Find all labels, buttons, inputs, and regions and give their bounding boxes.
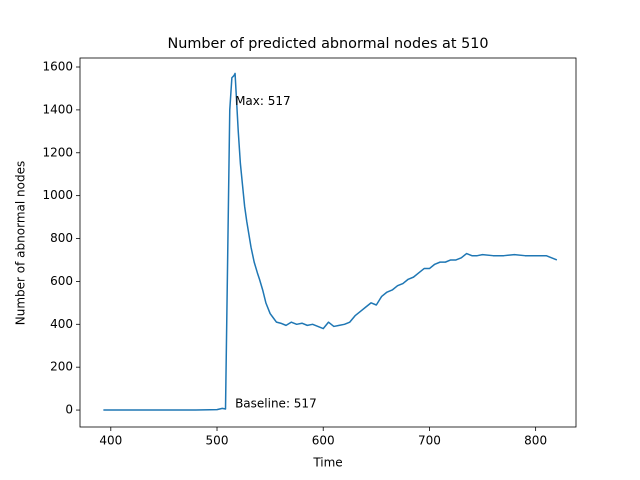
chart-title: Number of predicted abnormal nodes at 51… bbox=[167, 36, 488, 52]
x-axis-label: Time bbox=[312, 456, 342, 470]
y-tick-label: 1400 bbox=[42, 102, 73, 116]
x-tick-label: 500 bbox=[206, 434, 229, 448]
y-tick-label: 1000 bbox=[42, 188, 73, 202]
y-tick-label: 600 bbox=[50, 274, 73, 288]
x-tick-label: 600 bbox=[312, 434, 335, 448]
y-tick-label: 1600 bbox=[42, 60, 73, 74]
plot-frame bbox=[79, 57, 577, 428]
y-tick-label: 800 bbox=[50, 231, 73, 245]
x-tick-label: 700 bbox=[418, 434, 441, 448]
y-tick-label: 200 bbox=[50, 360, 73, 374]
data-line bbox=[103, 72, 558, 411]
annotation: Baseline: 517 bbox=[235, 396, 317, 410]
x-tick-label: 800 bbox=[524, 434, 547, 448]
y-tick-label: 0 bbox=[65, 403, 73, 417]
y-tick-label: 400 bbox=[50, 317, 73, 331]
x-tick-label: 400 bbox=[99, 434, 122, 448]
annotation: Max: 517 bbox=[235, 94, 291, 108]
y-tick-label: 1200 bbox=[42, 145, 73, 159]
y-axis-label: Number of abnormal nodes bbox=[14, 161, 28, 325]
